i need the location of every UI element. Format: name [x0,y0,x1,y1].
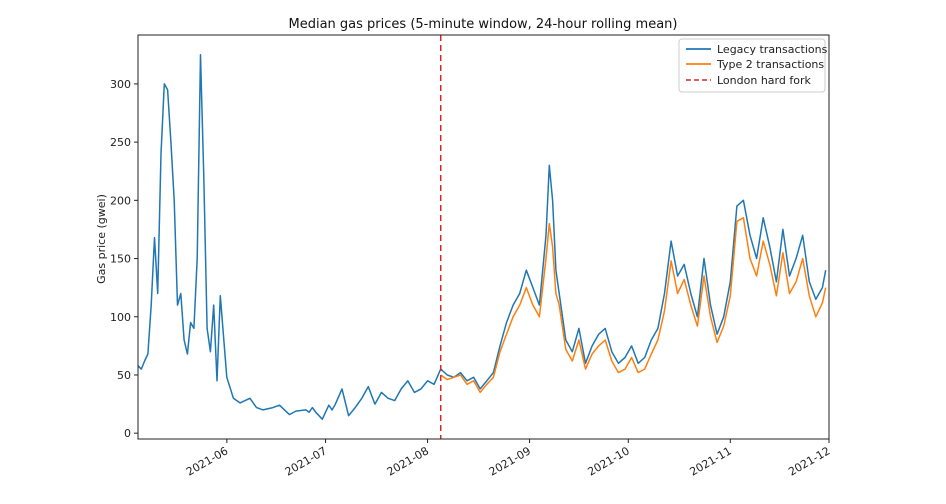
legend-label-fork: London hard fork [717,74,811,87]
y-tick-label: 50 [117,369,131,382]
x-axis: 2021-06 2021-07 2021-08 2021-09 2021-10 2021-… [184,439,833,479]
x-tick-label: 2021-07 [283,444,329,478]
y-tick-label: 300 [110,78,131,91]
y-tick-label: 250 [110,136,131,149]
x-tick-label: 2021-08 [385,444,431,478]
y-axis-label: Gas price (gwei) [95,194,108,284]
y-tick-label: 150 [110,253,131,266]
y-tick-label: 200 [110,194,131,207]
x-tick-label: 2021-09 [487,444,533,478]
legend-label-legacy: Legacy transactions [717,43,828,56]
legend: Legacy transactions Type 2 transactions … [678,38,828,93]
legend-box [678,38,826,93]
x-tick-label: 2021-06 [184,444,230,478]
chart-title: Median gas prices (5-minute window, 24-h… [289,17,678,32]
series-line-type2 [440,217,827,394]
series-line-legacy [137,54,827,420]
y-tick-label: 0 [124,427,131,440]
x-tick-label: 2021-11 [687,444,733,478]
legend-label-type2: Type 2 transactions [716,58,824,71]
y-tick-label: 100 [110,311,131,324]
plot-frame [137,34,830,440]
plot-area [137,35,827,439]
y-axis: 0 50 100 150 200 250 300 [110,78,138,440]
x-tick-label: 2021-10 [585,444,631,478]
x-tick-label: 2021-12 [786,444,832,478]
